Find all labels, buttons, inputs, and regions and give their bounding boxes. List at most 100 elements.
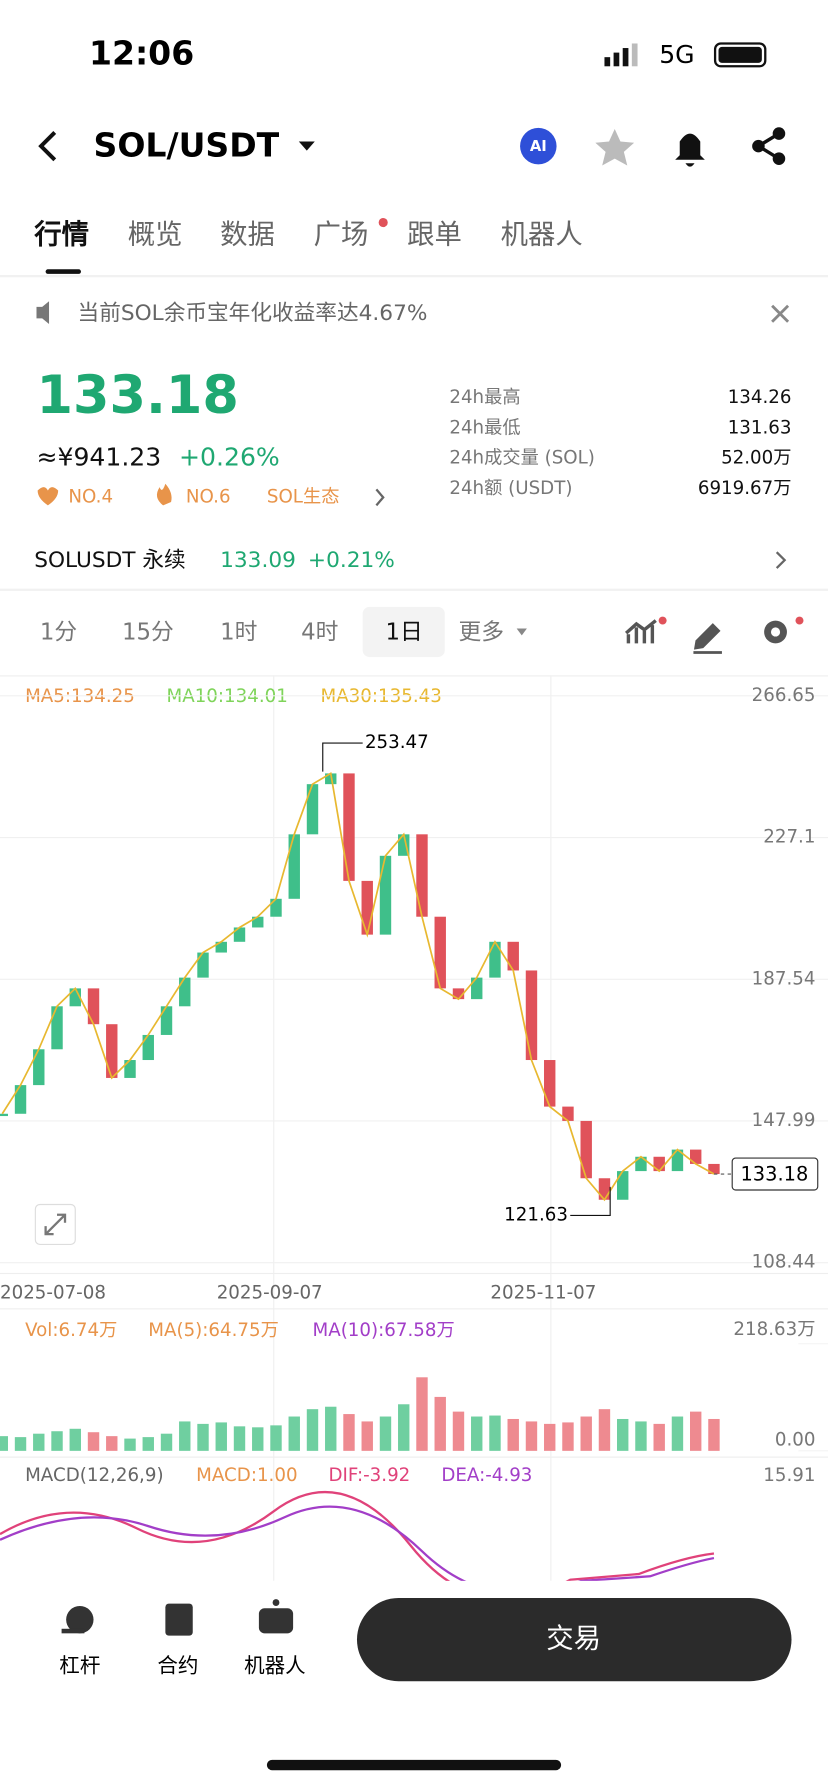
ma-legend: MA5:134.25 — [25, 686, 135, 707]
tag-icon — [37, 487, 59, 506]
tab-dot — [378, 217, 388, 228]
volume-bar — [252, 1427, 264, 1451]
pair-dropdown[interactable] — [298, 141, 315, 151]
candle — [233, 927, 246, 942]
volume-bar — [160, 1433, 173, 1451]
trade-button[interactable] — [356, 1597, 792, 1682]
stat-value: 131.63 — [728, 417, 792, 438]
volume-bar — [398, 1404, 410, 1451]
favorite-button[interactable] — [595, 129, 635, 166]
volume-bar — [87, 1432, 100, 1451]
low-marker — [570, 1186, 611, 1216]
stat-label: 24h最低 — [449, 417, 520, 438]
interval-selected — [362, 606, 445, 658]
nav-item[interactable]: 杠杆 — [59, 1653, 100, 1677]
share-button[interactable] — [752, 127, 786, 165]
volume-bar — [635, 1421, 647, 1451]
tab[interactable]: 行情 — [33, 219, 89, 251]
nav-item[interactable]: 机器人 — [244, 1653, 306, 1677]
dot — [658, 616, 667, 625]
eco-tag[interactable]: SOL生态 — [267, 486, 340, 507]
candle — [507, 941, 519, 971]
perp-name[interactable]: SOLUSDT 永续 — [34, 548, 185, 573]
y-tick-label: 147.99 — [752, 1110, 816, 1131]
rank-tag[interactable]: NO.6 — [186, 486, 231, 507]
cny-price: ≈¥941.23 — [36, 443, 161, 472]
interval-tab[interactable]: 更多 — [458, 620, 504, 646]
tab[interactable]: 机器人 — [501, 220, 583, 251]
home-indicator — [266, 1759, 562, 1771]
tag-icon — [156, 483, 172, 506]
vol-legend: MA(10):67.58万 — [312, 1320, 454, 1341]
candle — [580, 1120, 592, 1179]
volume-bar — [598, 1409, 611, 1451]
candle — [598, 1178, 611, 1200]
volume-bar — [14, 1437, 27, 1451]
interval-tab[interactable]: 1时 — [220, 620, 257, 646]
volume-bar — [708, 1418, 720, 1451]
candle — [343, 773, 355, 881]
volume-bar — [434, 1396, 446, 1451]
draw-button[interactable] — [693, 623, 722, 654]
candle — [653, 1156, 665, 1172]
volume-bar — [197, 1423, 209, 1451]
settings-hole — [770, 627, 781, 637]
tab[interactable]: 广场 — [314, 220, 369, 251]
y-tick-label: 266.65 — [752, 685, 816, 706]
divider — [0, 588, 828, 591]
candle — [0, 1113, 8, 1117]
candle — [452, 988, 465, 1000]
candle — [562, 1106, 574, 1121]
tab[interactable]: 概览 — [128, 220, 183, 251]
stat-label: 24h最高 — [449, 387, 520, 408]
volume-bar — [525, 1421, 538, 1451]
tab[interactable]: 跟单 — [407, 220, 462, 251]
volume-bar — [179, 1421, 191, 1451]
tab[interactable]: 数据 — [220, 220, 275, 251]
candle — [87, 988, 100, 1025]
battery-fill — [718, 46, 762, 63]
trade-label: 交易 — [546, 1624, 601, 1655]
last-price-box — [731, 1157, 819, 1191]
ai-button[interactable] — [520, 127, 557, 165]
volume-bar — [51, 1431, 63, 1451]
candle — [69, 988, 81, 1007]
vol-tick-label: 0.00 — [775, 1430, 816, 1451]
interval-tab[interactable]: 1日 — [385, 620, 422, 646]
vol-legend: MA(5):64.75万 — [148, 1320, 279, 1341]
notice-close[interactable] — [771, 304, 790, 323]
stat-label: 24h额 (USDT) — [449, 478, 572, 499]
macd-legend: MACD(12,26,9) — [25, 1465, 163, 1486]
pair-title[interactable]: SOL/USDT — [94, 126, 280, 165]
candle — [215, 941, 227, 953]
candle — [525, 970, 538, 1061]
volume-bar — [361, 1421, 373, 1451]
macd-line — [0, 1505, 715, 1595]
candle — [124, 1060, 136, 1078]
volume-bar — [69, 1428, 81, 1451]
volume-bar — [489, 1415, 501, 1451]
stat-value: 52.00万 — [721, 448, 791, 469]
volume-bar — [379, 1416, 392, 1451]
status-time: 12:06 — [89, 33, 194, 72]
price-change: +0.26% — [179, 443, 280, 472]
candle — [106, 1024, 118, 1078]
volume-bar — [671, 1416, 684, 1451]
interval-tab[interactable]: 1分 — [40, 620, 77, 646]
candle — [306, 784, 319, 835]
alert-button[interactable] — [675, 133, 705, 167]
volume-bar — [0, 1436, 8, 1451]
more-dropdown[interactable] — [516, 628, 527, 636]
indicator-button[interactable] — [624, 619, 657, 644]
volume-bar — [124, 1438, 136, 1451]
interval-tab[interactable]: 15分 — [122, 620, 174, 646]
signal-icon — [604, 43, 638, 67]
divider — [0, 675, 828, 677]
nav-item[interactable]: 合约 — [157, 1653, 198, 1677]
back-button[interactable] — [38, 131, 57, 162]
notice-text[interactable]: 当前SOL余币宝年化收益率达4.67% — [78, 301, 428, 326]
interval-tab[interactable]: 4时 — [301, 620, 338, 646]
rank-tag[interactable]: NO.4 — [68, 486, 113, 507]
volume-bar — [562, 1422, 574, 1451]
candle — [361, 880, 373, 935]
